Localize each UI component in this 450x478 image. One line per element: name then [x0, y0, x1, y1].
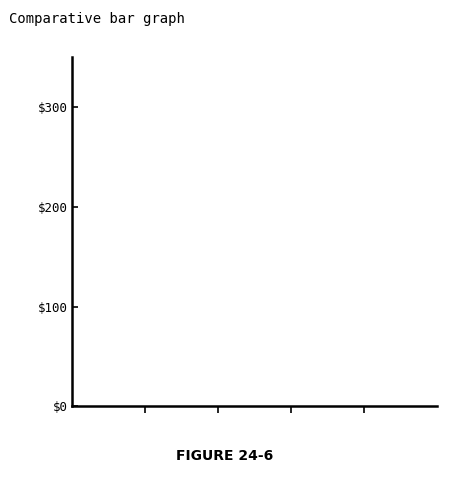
Text: Comparative bar graph: Comparative bar graph	[9, 12, 185, 26]
Text: FIGURE 24-6: FIGURE 24-6	[176, 449, 274, 463]
